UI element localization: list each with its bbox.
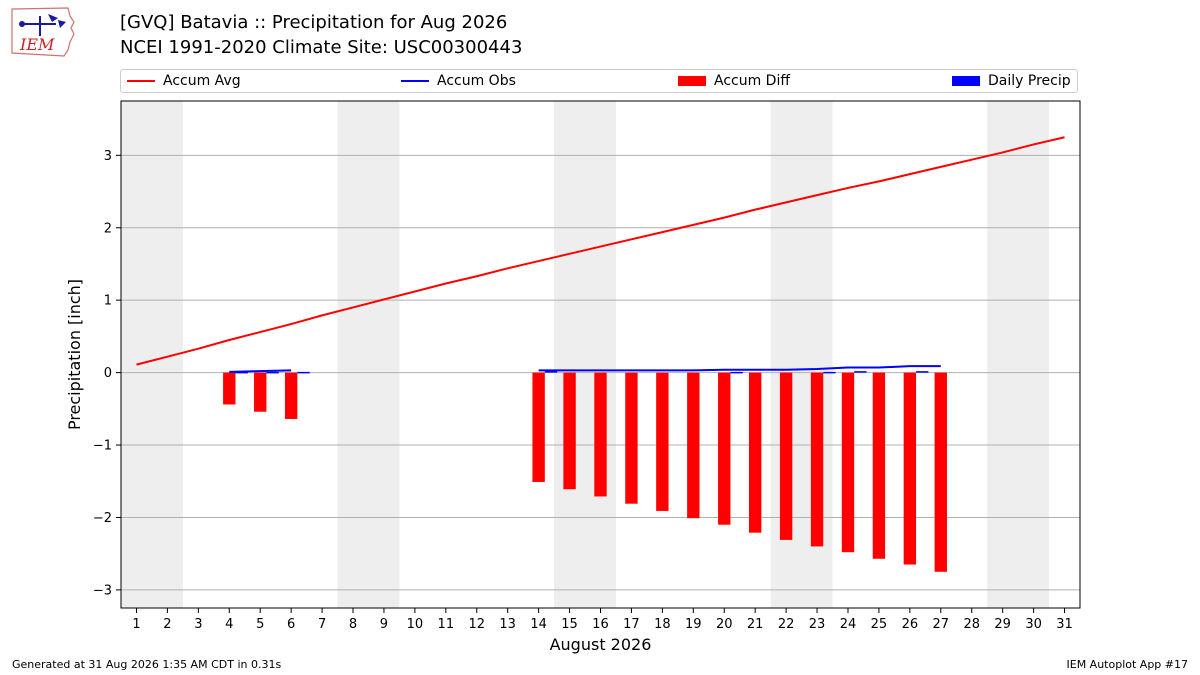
x-tick-label: 23 bbox=[809, 617, 826, 632]
daily-precip-bar bbox=[854, 371, 867, 373]
y-tick-label: 3 bbox=[104, 149, 112, 164]
x-tick-label: 15 bbox=[561, 617, 578, 632]
x-tick-label: 4 bbox=[225, 617, 233, 632]
daily-precip-bar bbox=[297, 371, 310, 374]
x-tick-label: 10 bbox=[407, 617, 424, 632]
x-tick-label: 13 bbox=[499, 617, 516, 632]
x-axis-label: August 2026 bbox=[550, 635, 652, 654]
logo-text: IEM bbox=[19, 35, 55, 54]
x-tick-label: 16 bbox=[592, 617, 609, 632]
x-tick-label: 24 bbox=[840, 617, 857, 632]
legend-item-accum-diff: Accum Diff bbox=[678, 73, 790, 89]
x-tick-label: 29 bbox=[994, 617, 1011, 632]
x-tick-label: 3 bbox=[194, 617, 202, 632]
accum-diff-bar bbox=[254, 372, 267, 412]
weekend-shade-1 bbox=[337, 101, 400, 608]
daily-precip-bar bbox=[916, 371, 929, 373]
accum-diff-bar bbox=[903, 372, 917, 565]
daily-precip-bar bbox=[544, 370, 558, 373]
x-tick-label: 9 bbox=[380, 617, 388, 632]
x-tick-label: 20 bbox=[716, 617, 733, 632]
accum-diff-bar bbox=[687, 372, 700, 519]
accum-diff-bar bbox=[718, 372, 731, 525]
y-tick-label: 1 bbox=[104, 294, 112, 309]
accum-diff-bar bbox=[810, 372, 824, 547]
x-tick-label: 7 bbox=[318, 617, 326, 632]
y-axis-label: Precipitation [inch] bbox=[65, 279, 84, 430]
chart-subtitle: NCEI 1991-2020 Climate Site: USC00300443 bbox=[120, 37, 523, 58]
x-tick-label: 19 bbox=[685, 617, 702, 632]
legend-item-accum-avg: Accum Avg bbox=[127, 73, 241, 89]
legend-label-accum-avg: Accum Avg bbox=[163, 73, 241, 89]
accum-diff-bar bbox=[656, 372, 669, 511]
x-tick-label: 31 bbox=[1056, 617, 1073, 632]
x-tick-label: 22 bbox=[778, 617, 795, 632]
accum-diff-bar bbox=[934, 372, 947, 572]
x-tick-label: 30 bbox=[1025, 617, 1042, 632]
accum-diff-bar bbox=[223, 372, 236, 405]
legend-swatch-accum-diff bbox=[678, 76, 706, 86]
y-tick-label: −3 bbox=[93, 583, 112, 598]
weekend-shade-2 bbox=[554, 101, 616, 608]
legend-swatch-accum-avg bbox=[127, 80, 155, 82]
x-tick-label: 14 bbox=[530, 617, 547, 632]
accum-avg-line bbox=[136, 136, 1065, 366]
daily-precip-bar bbox=[266, 371, 279, 374]
accum-diff-bar bbox=[872, 372, 886, 559]
x-tick-label: 25 bbox=[871, 617, 888, 632]
legend-swatch-accum-obs bbox=[401, 80, 429, 82]
x-tick-label: 21 bbox=[747, 617, 764, 632]
x-tick-label: 26 bbox=[902, 617, 919, 632]
daily-precip-bar bbox=[823, 371, 836, 374]
x-tick-label: 28 bbox=[963, 617, 980, 632]
accum-diff-bar bbox=[594, 372, 607, 497]
x-tick-label: 5 bbox=[256, 617, 264, 632]
legend-item-daily-precip: Daily Precip bbox=[952, 73, 1071, 89]
accum-diff-bar bbox=[532, 372, 545, 482]
legend-item-accum-obs: Accum Obs bbox=[401, 73, 516, 89]
legend-swatch-daily-precip bbox=[952, 76, 980, 86]
x-tick-label: 18 bbox=[654, 617, 671, 632]
accum-diff-bar bbox=[563, 372, 576, 490]
legend: Accum Avg Accum Obs Accum Diff Daily Pre… bbox=[120, 69, 1078, 93]
accum-obs-line-1 bbox=[538, 365, 941, 372]
daily-precip-bar bbox=[730, 371, 743, 374]
x-tick-label: 8 bbox=[349, 617, 357, 632]
y-tick-label: 0 bbox=[104, 366, 112, 381]
accum-diff-bar bbox=[284, 372, 298, 419]
x-tick-label: 6 bbox=[287, 617, 295, 632]
legend-label-daily-precip: Daily Precip bbox=[988, 73, 1071, 89]
accum-diff-bar bbox=[779, 372, 793, 540]
daily-precip-bar bbox=[235, 371, 248, 374]
footer-app: IEM Autoplot App #17 bbox=[1066, 658, 1189, 671]
iem-logo: IEM bbox=[11, 7, 75, 57]
x-tick-label: 1 bbox=[132, 617, 140, 632]
x-tick-label: 27 bbox=[933, 617, 950, 632]
accum-diff-bar bbox=[748, 372, 762, 533]
y-tick-label: −1 bbox=[93, 439, 112, 454]
y-tick-label: −2 bbox=[93, 511, 112, 526]
accum-obs-line-0 bbox=[229, 369, 292, 373]
iowa-outline bbox=[11, 7, 75, 57]
x-tick-label: 17 bbox=[623, 617, 640, 632]
chart-title: [GVQ] Batavia :: Precipitation for Aug 2… bbox=[120, 12, 508, 33]
accum-diff-bar bbox=[625, 372, 638, 504]
y-tick-label: 2 bbox=[104, 221, 112, 236]
x-tick-label: 12 bbox=[468, 617, 485, 632]
x-tick-label: 11 bbox=[438, 617, 455, 632]
legend-label-accum-obs: Accum Obs bbox=[437, 73, 516, 89]
accum-diff-bar bbox=[841, 372, 855, 553]
weekend-shade-4 bbox=[987, 101, 1050, 608]
x-tick-label: 2 bbox=[163, 617, 171, 632]
legend-label-accum-diff: Accum Diff bbox=[714, 73, 791, 89]
footer-generated: Generated at 31 Aug 2026 1:35 AM CDT in … bbox=[12, 658, 282, 671]
